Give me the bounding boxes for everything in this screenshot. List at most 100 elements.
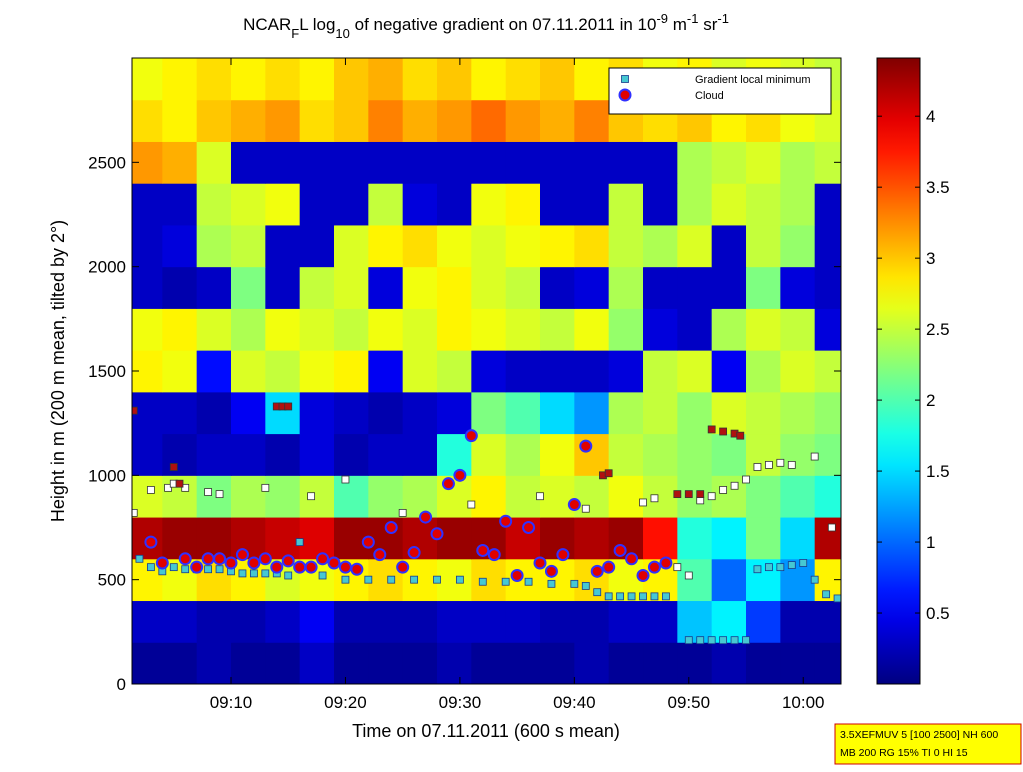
heatmap-cell [230,350,266,393]
heatmap-cell [230,433,266,476]
heatmap-cell [505,99,541,142]
heatmap-cell [711,642,747,684]
cloud-marker [419,510,433,524]
heatmap-cell [402,99,438,142]
minimum-marker [799,559,808,567]
heatmap-cell [333,475,369,518]
heatmap-cell [711,141,747,184]
heatmap-cell [333,391,369,435]
cloud-marker [544,564,558,578]
heatmap-cell [608,141,644,184]
heatmap-cell [780,475,816,518]
heatmap-cell [299,183,335,226]
cloud-marker [281,554,295,568]
minimum-marker [719,636,728,645]
title-part: L log [299,15,335,34]
heatmap-cell [643,350,678,393]
heatmap-cell [402,350,438,393]
cloud-marker [613,543,627,557]
heatmap-cell [265,58,301,101]
minimum-marker [478,577,487,586]
heatmap-cell [196,58,232,101]
heatmap-cell [574,391,610,435]
heatmap-cell [368,642,404,684]
minimum-marker [398,508,407,517]
heatmap-cell [574,350,610,393]
minimum-marker [707,425,716,434]
colorbar-tick-label: 3 [926,249,935,268]
heatmap-cell [333,224,369,268]
cloud-marker [636,568,650,582]
heatmap-cell [540,475,575,518]
cloud-marker [441,477,455,491]
title-part: 10 [335,26,349,41]
title-part: sr [698,15,717,34]
heatmap-cell [368,391,404,435]
cloud-marker [338,560,352,574]
heatmap-cell [540,266,575,309]
heatmap-cell [471,308,507,351]
heatmap-cell [814,266,841,309]
heatmap-cell [540,58,575,101]
heatmap-cell [299,350,335,393]
heatmap-cell [505,433,541,476]
legend-box [608,67,832,115]
heatmap-cell [230,642,266,684]
title-part: -1 [687,11,699,26]
heatmap-cell [196,99,232,142]
heatmap-cell [643,308,678,351]
heatmap-cell [471,141,507,184]
heatmap-cell [746,224,781,268]
heatmap-cell [230,475,266,518]
heatmap-cell [711,600,747,643]
heatmap-cell [132,642,163,684]
minimum-marker [696,636,705,645]
minimum-marker [410,575,419,584]
heatmap-cell [540,642,575,684]
minimum-marker [295,538,304,547]
minimum-marker [581,504,590,513]
heatmap-cell [746,266,781,309]
minimum-marker [146,486,155,494]
minimum-marker [175,479,184,488]
chart-title: NCARFL log10 of negative gradient on 07.… [243,11,729,41]
heatmap-cell [608,224,644,268]
minimum-marker [684,636,693,645]
minimum-marker [570,579,579,588]
heatmap-cell [746,350,781,393]
minimum-marker [204,565,213,574]
heatmap-cell [643,475,678,518]
heatmap-cell [162,266,198,309]
heatmap-cell [132,308,163,351]
minimum-marker [604,592,613,601]
minimum-marker [639,498,647,507]
minimum-marker [810,452,819,461]
heatmap-cell [677,141,713,184]
minimum-marker [742,636,750,645]
cloud-marker [567,498,581,512]
heatmap-cell [746,183,781,226]
heatmap-cell [471,600,507,643]
heatmap-cell [437,99,472,142]
heatmap-cell [746,600,781,643]
heatmap-cell [608,475,644,518]
heatmap-cell [333,433,369,476]
heatmap-cell [333,141,369,184]
heatmap-cell [677,224,713,268]
heatmap-cell [608,600,644,643]
title-part: F [291,26,299,41]
minimum-marker [341,475,350,484]
heatmap-cell [814,642,841,684]
heatmap-cell [780,266,816,309]
heatmap-cell [265,183,301,226]
cloud-marker [396,560,410,574]
y-tick-label: 2500 [88,153,126,172]
heatmap-cell [677,266,713,309]
heatmap-cell [711,517,747,560]
y-tick-label: 1500 [88,362,126,381]
heatmap-cell [677,600,713,643]
heatmap-cell [230,183,266,226]
heatmap-cell [162,58,198,101]
heatmap-cell [780,558,816,602]
